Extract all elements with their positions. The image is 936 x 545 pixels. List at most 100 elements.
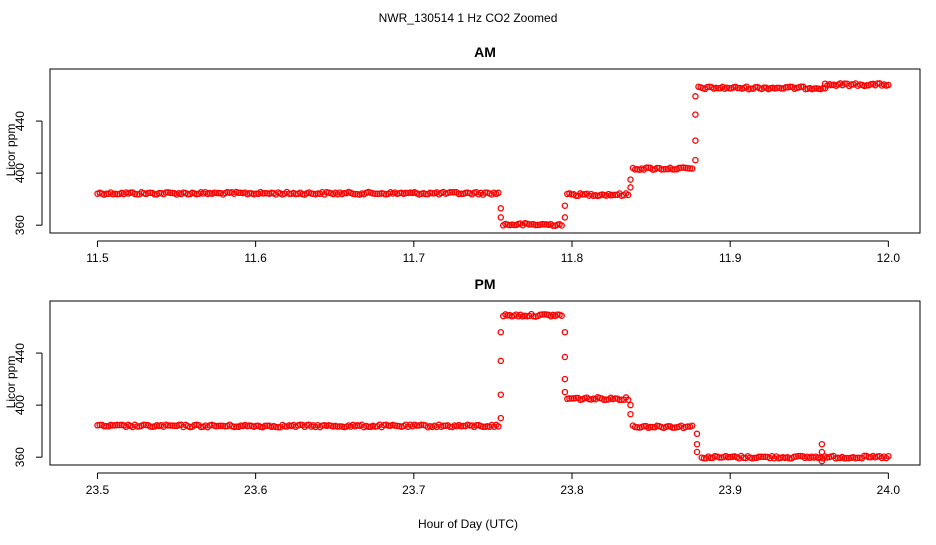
- am-axes: 11.5 11.6 11.7 11.8 11.9 12.0 360 400 440: [13, 111, 900, 265]
- am-data-point: [549, 222, 557, 229]
- pm-data-point: [100, 422, 108, 430]
- am-data-point: [778, 85, 785, 92]
- pm-data-point: [843, 454, 850, 462]
- am-data-point: [579, 191, 586, 198]
- pm-data-point: [217, 422, 225, 430]
- pm-data-point: [336, 423, 344, 430]
- am-x-tick-label: 12.0: [877, 251, 901, 265]
- am-data-point: [261, 189, 269, 197]
- am-data-point: [885, 81, 892, 89]
- am-data-point: [624, 191, 632, 199]
- am-data-point: [752, 83, 759, 91]
- pm-data-point: [413, 422, 421, 429]
- pm-data-point: [169, 422, 176, 429]
- pm-transition-point: [561, 375, 569, 383]
- am-x-tick-label: 11.6: [244, 251, 267, 265]
- pm-axes: 23.5 23.6 23.7 23.8 23.9 24.0 360 400 440: [13, 343, 900, 497]
- pm-data-point: [669, 424, 676, 431]
- am-data-point: [448, 189, 456, 196]
- pm-transition-point: [561, 353, 569, 361]
- pm-data-point: [166, 422, 174, 429]
- pm-transition-point: [818, 440, 826, 448]
- pm-data-point: [684, 423, 692, 430]
- pm-transition-point: [818, 457, 826, 465]
- pm-data-point: [252, 422, 260, 430]
- pm-data-point: [473, 421, 480, 429]
- pm-y-tick-label: 440: [13, 343, 27, 363]
- am-data-point: [481, 189, 489, 196]
- pm-data-point: [365, 423, 372, 430]
- am-data-point: [162, 189, 170, 196]
- pm-data-point: [164, 422, 172, 429]
- am-y-tick-label: 360: [13, 215, 27, 235]
- am-data-point: [455, 190, 463, 198]
- am-transition-point: [692, 156, 699, 164]
- am-data-point: [675, 164, 683, 172]
- x-axis-label: Hour of Day (UTC): [418, 517, 518, 531]
- pm-data-point: [795, 452, 802, 460]
- am-x-tick-label: 11.5: [86, 251, 109, 265]
- am-data-point: [782, 84, 790, 91]
- pm-data-point: [334, 423, 341, 430]
- pm-data-point: [393, 422, 401, 430]
- pm-data-point: [554, 311, 561, 318]
- am-data-point: [686, 165, 694, 172]
- am-transition-point: [561, 202, 569, 209]
- pm-x-tick-label: 24.0: [877, 483, 901, 497]
- am-transition-point: [497, 214, 505, 221]
- pm-transition-point: [627, 401, 634, 409]
- pm-data-point: [727, 453, 734, 461]
- pm-x-tick-label: 23.5: [86, 483, 110, 497]
- am-data-point: [541, 221, 548, 228]
- am-data-point: [285, 190, 293, 197]
- pm-data-point: [272, 423, 280, 431]
- pm-y-axis-label: Licor ppm: [4, 356, 18, 409]
- am-data-point: [371, 190, 379, 197]
- pm-transition-point: [693, 448, 701, 456]
- pm-x-tick-label: 23.8: [560, 483, 584, 497]
- pm-data-point: [440, 422, 447, 430]
- am-data-point: [658, 166, 665, 173]
- pm-data-point: [566, 395, 573, 402]
- pm-x-tick-label: 23.6: [244, 483, 268, 497]
- am-data-point: [525, 221, 533, 228]
- pm-data-point: [759, 453, 767, 461]
- pm-data-point: [647, 423, 654, 431]
- pm-transition-point: [693, 440, 701, 448]
- am-data-point: [259, 190, 266, 197]
- am-data-point: [166, 189, 174, 197]
- am-data-point: [446, 189, 454, 196]
- am-data-point: [810, 85, 818, 92]
- am-data-point: [688, 165, 696, 172]
- pm-data-point: [538, 311, 546, 318]
- pm-data-point: [616, 396, 623, 404]
- pm-transition-point: [497, 328, 505, 336]
- pm-data-point: [841, 455, 848, 462]
- pm-data-point: [755, 453, 763, 460]
- am-transition-point: [692, 137, 699, 144]
- am-data-point: [402, 189, 410, 197]
- am-data-point: [848, 81, 855, 88]
- am-data-point: [558, 222, 565, 229]
- pm-y-tick-label: 360: [13, 447, 27, 467]
- pm-panel-title: PM: [475, 276, 496, 292]
- pm-data-point: [385, 422, 392, 429]
- pm-data-point: [109, 422, 117, 429]
- pm-data-point: [418, 421, 425, 429]
- am-transition-point: [692, 93, 699, 100]
- pm-transition-point: [497, 414, 505, 422]
- pm-data-point: [116, 421, 123, 429]
- am-x-tick-label: 11.9: [719, 251, 742, 265]
- am-transition-point: [627, 184, 634, 191]
- pm-transition-point: [561, 328, 569, 336]
- am-data-points: [94, 80, 892, 229]
- pm-transition-point: [497, 391, 505, 398]
- am-data-point: [631, 166, 639, 173]
- pm-data-point: [171, 422, 178, 430]
- pm-transition-point: [497, 357, 505, 365]
- am-data-point: [669, 166, 676, 173]
- am-data-point: [773, 84, 781, 92]
- pm-data-point: [568, 395, 575, 402]
- pm-transition-point: [818, 448, 826, 456]
